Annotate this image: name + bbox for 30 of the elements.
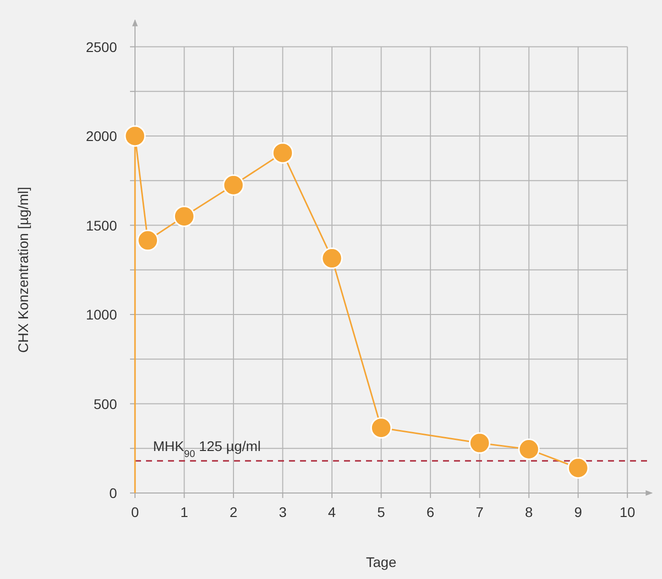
x-tick-label: 7 <box>476 504 484 520</box>
point <box>567 457 589 479</box>
x-tick-label: 0 <box>131 504 140 520</box>
y-tick-label: 0 <box>109 485 118 501</box>
x-tick-label: 2 <box>230 504 238 520</box>
x-tick-label: 4 <box>328 504 336 520</box>
x-tick-label: 5 <box>377 504 386 520</box>
y-tick-label: 500 <box>94 396 118 412</box>
point <box>518 438 540 460</box>
x-tick-label: 1 <box>180 504 188 520</box>
point <box>468 432 490 454</box>
x-tick-label: 9 <box>574 504 582 520</box>
x-tick-label: 8 <box>525 504 534 520</box>
point <box>222 174 244 196</box>
x-tick-label: 10 <box>620 504 636 520</box>
x-axis-title: Tage <box>366 554 397 570</box>
point <box>124 125 146 147</box>
y-tick-label: 1500 <box>86 217 118 234</box>
point <box>173 206 195 228</box>
y-tick-label: 2500 <box>86 38 118 55</box>
point <box>272 142 294 164</box>
y-tick-label: 2000 <box>86 128 118 144</box>
y-axis-title: CHX Konzentration [µg/ml] <box>15 186 31 353</box>
point <box>321 248 343 270</box>
point <box>137 230 159 252</box>
x-tick-label: 6 <box>426 504 435 520</box>
ref-line-label: MHK$_{90}$ 125 µg/ml <box>153 438 261 460</box>
y-tick-label: 1000 <box>86 306 118 323</box>
x-tick-label: 3 <box>278 504 287 520</box>
point <box>370 417 392 439</box>
